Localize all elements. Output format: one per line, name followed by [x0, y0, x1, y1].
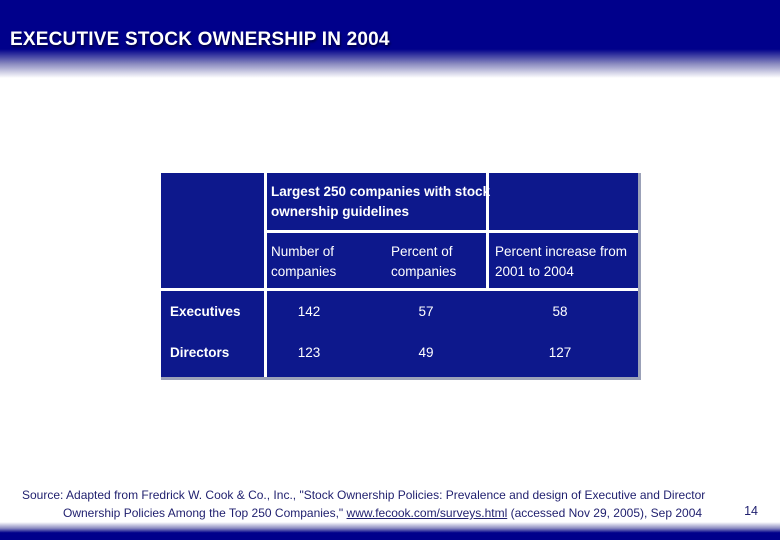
row-label-directors: Directors	[170, 345, 230, 360]
column-header-percent-of-companies: Percent of companies	[391, 244, 457, 279]
column-header-number-of-companies: Number of companies	[271, 244, 337, 279]
gridline-vertical-rowlabels	[264, 173, 267, 377]
data-table: Largest 250 companies with stock ownersh…	[161, 173, 641, 380]
cell-executives-increase: 58	[552, 304, 568, 319]
bottom-bar	[0, 522, 780, 540]
gridline-horizontal-body	[161, 288, 638, 291]
source-note-line2: Ownership Policies Among the Top 250 Com…	[63, 506, 702, 520]
title-band: EXECUTIVE STOCK OWNERSHIP IN 2004	[0, 0, 780, 78]
source-note-line2-prefix: Ownership Policies Among the Top 250 Com…	[63, 506, 347, 520]
gridline-horizontal-subheader	[264, 230, 638, 233]
page-number: 14	[744, 504, 758, 518]
cell-directors-number: 123	[297, 345, 321, 360]
table-merged-header: Largest 250 companies with stock ownersh…	[271, 184, 491, 219]
source-link[interactable]: www.fecook.com/surveys.html	[346, 506, 508, 520]
row-label-executives: Executives	[170, 304, 241, 319]
source-note-line1: Source: Adapted from Fredrick W. Cook & …	[22, 488, 706, 502]
page-title: EXECUTIVE STOCK OWNERSHIP IN 2004	[10, 29, 390, 50]
cell-executives-number: 142	[297, 304, 321, 319]
cell-directors-increase: 127	[548, 345, 572, 360]
cell-executives-percent: 57	[418, 304, 434, 319]
cell-directors-percent: 49	[418, 345, 434, 360]
source-note-line2-suffix: (accessed Nov 29, 2005), Sep 2004	[507, 506, 703, 520]
column-header-percent-increase: Percent increase from 2001 to 2004	[495, 244, 628, 279]
